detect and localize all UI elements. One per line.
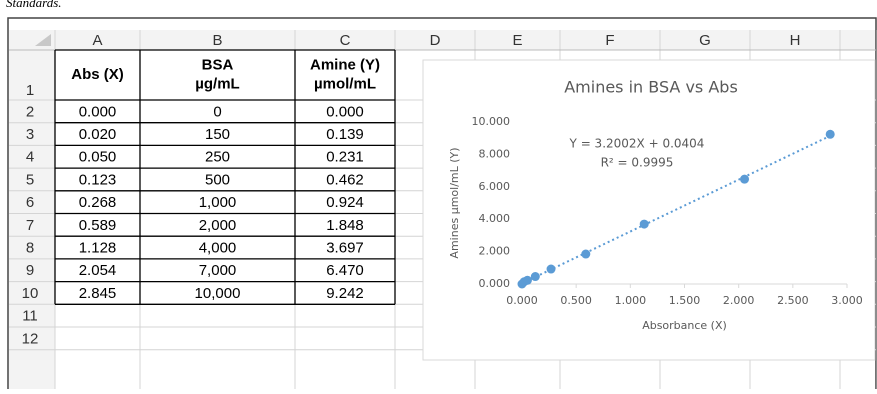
x-tick-label: 2.500 [777, 294, 809, 307]
row-header: 2 [26, 103, 34, 120]
y-tick-label: 10.000 [472, 115, 511, 128]
table-cell: 10,000 [195, 285, 241, 302]
table-cell: 1,000 [199, 194, 237, 211]
table-cell: 7,000 [199, 262, 237, 279]
trendline [521, 134, 831, 285]
table-cell: 0.000 [326, 103, 364, 120]
table-cell: 0.462 [326, 171, 364, 188]
table-header: Abs (X) [71, 66, 124, 83]
table-cell: 0.123 [79, 171, 117, 188]
row-header: 1 [26, 82, 34, 99]
y-tick-label: 2.000 [479, 245, 511, 258]
row-header: 8 [26, 240, 34, 257]
row-header: 11 [22, 308, 38, 325]
column-header: D [430, 32, 441, 49]
table-cell: 0.000 [79, 103, 117, 120]
table-cell: 0.589 [79, 217, 117, 234]
caption: Standards. [6, 0, 62, 10]
column-header: H [790, 32, 801, 49]
x-tick-label: 0.500 [560, 294, 592, 307]
table-cell: 0.050 [79, 149, 117, 166]
row-header: 4 [26, 149, 34, 166]
table-cell: 0.268 [79, 194, 117, 211]
table-cell: 0.020 [79, 126, 117, 143]
table-cell: 150 [205, 126, 230, 143]
table-cell: 0.231 [326, 149, 364, 166]
table-header: µmol/mL [314, 75, 376, 92]
trendline-label: R² = 0.9995 [601, 156, 674, 170]
table-cell: 3.697 [326, 240, 364, 257]
trendline-label: Y = 3.2002X + 0.0404 [569, 137, 705, 151]
row-header: 7 [26, 217, 34, 234]
y-tick-label: 8.000 [479, 147, 511, 160]
column-header: G [699, 32, 711, 49]
table-cell: 2,000 [199, 217, 237, 234]
point [740, 174, 750, 184]
row-header: 9 [26, 262, 34, 279]
row-header: 6 [26, 194, 34, 211]
column-header: C [340, 32, 351, 49]
point [546, 264, 556, 274]
row-header: 5 [26, 171, 34, 188]
table-cell: 1.128 [79, 240, 117, 257]
point [581, 249, 591, 259]
column-header: F [605, 32, 614, 49]
row-header: 3 [26, 126, 34, 143]
table-cell: 4,000 [199, 240, 237, 257]
table-cell: 6.470 [326, 262, 364, 279]
table-cell: 0.924 [326, 194, 364, 211]
table-cell: 250 [205, 149, 230, 166]
x-tick-label: 1.500 [669, 294, 701, 307]
point [639, 219, 649, 229]
table-cell: 0.139 [326, 126, 364, 143]
table-cell: 2.845 [79, 285, 117, 302]
y-axis-label: Amines µmol/mL (Y) [448, 147, 461, 258]
point [530, 272, 540, 282]
table-header: Amine (Y) [310, 56, 380, 73]
column-header: B [212, 32, 222, 49]
row-header: 12 [22, 330, 39, 347]
y-tick-label: 6.000 [479, 180, 511, 193]
point [825, 129, 835, 139]
chart-area [422, 59, 876, 361]
table-cell: 500 [205, 171, 230, 188]
y-tick-label: 0.000 [479, 277, 511, 290]
point [522, 275, 532, 285]
column-header-bar [9, 30, 875, 50]
chart: Amines in BSA vs Abs 0.000 0.500 1.000 1.500… [422, 59, 876, 361]
table-cell: 1.848 [326, 217, 364, 234]
select-all [35, 34, 51, 46]
row-header-bar [9, 50, 55, 390]
column-header: A [92, 32, 102, 49]
column-header: E [512, 32, 522, 49]
x-tick-label: 3.000 [831, 294, 863, 307]
x-tick-label: 0.000 [506, 294, 538, 307]
table-cell: 9.242 [326, 285, 364, 302]
chart-title: Amines in BSA vs Abs [564, 78, 738, 97]
table-cell: 0 [213, 103, 221, 120]
x-tick-label: 1.000 [615, 294, 647, 307]
table-cell: 2.054 [79, 262, 117, 279]
x-tick-label: 2.000 [723, 294, 755, 307]
table-header: BSA [202, 56, 234, 73]
table-header: µg/mL [195, 75, 239, 92]
x-axis-label: Absorbance (X) [642, 319, 727, 332]
y-tick-label: 4.000 [479, 212, 511, 225]
row-header: 10 [22, 285, 39, 302]
